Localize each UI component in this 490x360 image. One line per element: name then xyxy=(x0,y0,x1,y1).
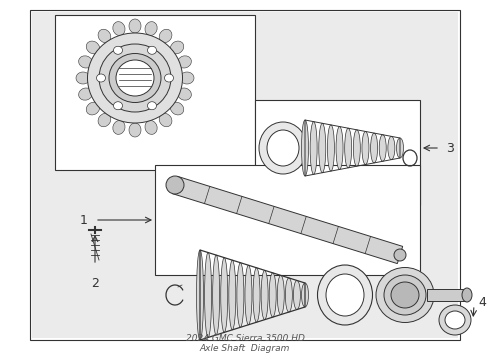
Ellipse shape xyxy=(439,305,471,335)
Ellipse shape xyxy=(116,60,154,96)
Text: 4: 4 xyxy=(478,296,486,309)
Ellipse shape xyxy=(113,121,125,134)
Ellipse shape xyxy=(114,46,122,54)
Ellipse shape xyxy=(245,265,252,325)
Bar xyxy=(427,289,467,301)
Ellipse shape xyxy=(180,72,194,84)
Ellipse shape xyxy=(326,274,364,316)
Ellipse shape xyxy=(384,275,426,315)
Ellipse shape xyxy=(259,122,307,174)
Ellipse shape xyxy=(353,130,360,166)
Ellipse shape xyxy=(86,41,99,54)
FancyBboxPatch shape xyxy=(172,176,403,264)
Ellipse shape xyxy=(229,260,236,330)
Ellipse shape xyxy=(145,22,157,35)
Ellipse shape xyxy=(301,283,309,307)
Ellipse shape xyxy=(344,128,352,168)
Ellipse shape xyxy=(98,113,111,127)
Text: 2024 GMC Sierra 3500 HD
Axle Shaft  Diagram: 2024 GMC Sierra 3500 HD Axle Shaft Diagr… xyxy=(186,334,304,353)
Ellipse shape xyxy=(129,123,141,137)
Bar xyxy=(32,12,458,338)
Ellipse shape xyxy=(98,29,111,42)
Ellipse shape xyxy=(78,56,93,68)
Ellipse shape xyxy=(319,123,326,173)
Ellipse shape xyxy=(462,288,472,302)
Ellipse shape xyxy=(171,102,184,115)
Ellipse shape xyxy=(277,275,284,315)
Ellipse shape xyxy=(388,136,395,159)
Ellipse shape xyxy=(285,278,293,312)
Ellipse shape xyxy=(396,138,403,158)
Ellipse shape xyxy=(99,44,171,112)
Ellipse shape xyxy=(301,120,309,176)
Ellipse shape xyxy=(310,122,317,174)
Text: 2: 2 xyxy=(91,277,99,290)
Ellipse shape xyxy=(78,88,93,100)
Ellipse shape xyxy=(97,74,105,82)
Ellipse shape xyxy=(237,263,244,327)
Ellipse shape xyxy=(261,270,268,320)
Ellipse shape xyxy=(213,255,220,335)
Bar xyxy=(55,15,255,170)
Bar xyxy=(155,165,420,275)
Bar xyxy=(255,100,420,205)
Ellipse shape xyxy=(327,125,334,171)
Ellipse shape xyxy=(391,282,419,308)
Ellipse shape xyxy=(253,268,260,322)
Text: 1: 1 xyxy=(80,213,88,226)
Ellipse shape xyxy=(145,121,157,134)
Ellipse shape xyxy=(109,54,161,103)
Ellipse shape xyxy=(171,41,184,54)
Ellipse shape xyxy=(76,72,90,84)
Ellipse shape xyxy=(147,102,156,110)
Ellipse shape xyxy=(177,56,192,68)
Ellipse shape xyxy=(445,311,465,329)
Bar xyxy=(30,10,460,340)
Ellipse shape xyxy=(196,250,203,340)
Ellipse shape xyxy=(129,19,141,33)
Ellipse shape xyxy=(220,258,228,332)
Ellipse shape xyxy=(147,46,156,54)
Ellipse shape xyxy=(159,113,172,127)
Ellipse shape xyxy=(165,74,173,82)
Ellipse shape xyxy=(86,102,99,115)
Ellipse shape xyxy=(376,267,434,323)
Ellipse shape xyxy=(166,176,184,194)
Ellipse shape xyxy=(370,133,378,163)
Ellipse shape xyxy=(294,280,300,310)
Ellipse shape xyxy=(336,127,343,170)
Ellipse shape xyxy=(114,102,122,110)
Ellipse shape xyxy=(177,88,192,100)
Text: 3: 3 xyxy=(446,141,454,154)
Ellipse shape xyxy=(88,33,182,123)
Ellipse shape xyxy=(113,22,125,35)
Ellipse shape xyxy=(269,273,276,317)
Ellipse shape xyxy=(379,135,386,161)
Ellipse shape xyxy=(318,265,372,325)
Ellipse shape xyxy=(205,252,212,337)
Ellipse shape xyxy=(159,29,172,42)
Ellipse shape xyxy=(267,130,299,166)
Ellipse shape xyxy=(362,131,369,165)
Ellipse shape xyxy=(394,249,406,261)
